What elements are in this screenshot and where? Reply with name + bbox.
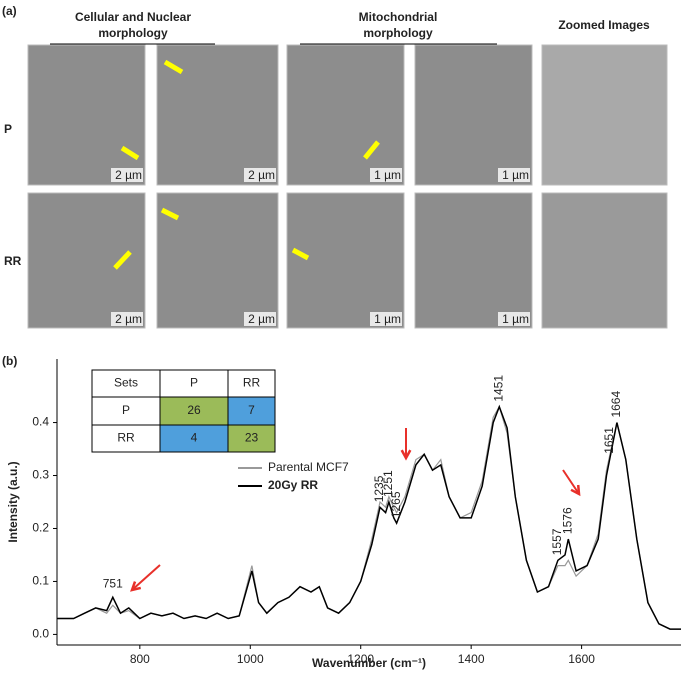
row-label: P — [4, 122, 12, 136]
table-value: RR — [117, 431, 135, 445]
x-axis-label: Wavenumber (cm⁻¹) — [312, 656, 426, 670]
scale-bar: 2 µm — [248, 168, 275, 182]
row-label: RR — [4, 254, 22, 268]
peak-label: 1451 — [491, 375, 505, 402]
table-value: P — [122, 403, 130, 417]
column-header: Mitochondrial morphology — [359, 10, 438, 40]
peak-label: 1235 — [372, 475, 386, 502]
legend-label: 20Gy RR — [268, 478, 318, 492]
table-cell — [227, 424, 276, 453]
scale-bar-bg — [111, 312, 143, 326]
scale-bar-bg — [244, 168, 276, 182]
y-tick-label: 0.0 — [32, 627, 49, 641]
x-tick-label: 1400 — [458, 652, 485, 666]
red-arrow — [562, 469, 580, 495]
peak-label: 751 — [103, 577, 123, 591]
table-value: 4 — [191, 431, 198, 445]
table-header: Sets — [114, 376, 138, 390]
scale-bar-bg — [498, 312, 530, 326]
x-tick-label: 800 — [130, 652, 150, 666]
scale-bar: 1 µm — [502, 168, 529, 182]
arrows — [113, 59, 380, 270]
column-header: Cellular and Nuclear morphology — [75, 10, 191, 40]
scale-bar: 2 µm — [115, 312, 142, 326]
peak-label: 1557 — [550, 528, 564, 555]
scale-bar: 1 µm — [374, 168, 401, 182]
legend-label: Parental MCF7 — [268, 460, 349, 474]
table-value: 23 — [245, 431, 259, 445]
table-header: P — [190, 376, 198, 390]
table-cell — [159, 396, 229, 426]
x-tick-label: 1200 — [347, 652, 374, 666]
scale-bar-bg — [244, 312, 276, 326]
table-cell — [91, 424, 161, 453]
table-cell — [227, 369, 276, 398]
y-tick-label: 0.4 — [32, 415, 49, 429]
red-arrow — [131, 564, 161, 591]
scale-bar-bg — [498, 168, 530, 182]
y-axis-label: Intensity (a.u.) — [6, 461, 20, 542]
scale-bar: 2 µm — [248, 312, 275, 326]
y-tick-label: 0.3 — [32, 468, 49, 482]
table-value: 7 — [248, 403, 255, 417]
column-header: Zoomed Images — [558, 18, 650, 32]
table-value: 26 — [187, 403, 201, 417]
micrographs — [27, 44, 668, 329]
spectrum-line — [57, 404, 681, 630]
y-tick-label: 0.1 — [32, 574, 49, 588]
peak-label: 1651 — [602, 427, 616, 454]
scale-bar-bg — [370, 168, 402, 182]
x-tick-label: 1000 — [237, 652, 264, 666]
table-header: RR — [243, 376, 261, 390]
peak-label: 1251 — [381, 470, 395, 497]
scale-bar: 1 µm — [502, 312, 529, 326]
peak-label: 1265 — [389, 491, 403, 518]
panel-label: (b) — [2, 354, 17, 368]
peak-label: 1664 — [609, 391, 623, 418]
panel-label: (a) — [2, 4, 17, 18]
scale-bar: 1 µm — [374, 312, 401, 326]
table-cell — [159, 424, 229, 453]
scale-bar-bg — [370, 312, 402, 326]
peak-label: 1576 — [561, 507, 575, 534]
red-arrowhead — [400, 449, 412, 461]
scale-bar-bg — [111, 168, 143, 182]
red-arrowhead — [570, 484, 581, 497]
y-tick-label: 0.2 — [32, 521, 49, 535]
table-cell — [91, 396, 161, 426]
x-tick-label: 1600 — [568, 652, 595, 666]
scale-bar: 2 µm — [115, 168, 142, 182]
red-arrowhead — [130, 581, 142, 592]
